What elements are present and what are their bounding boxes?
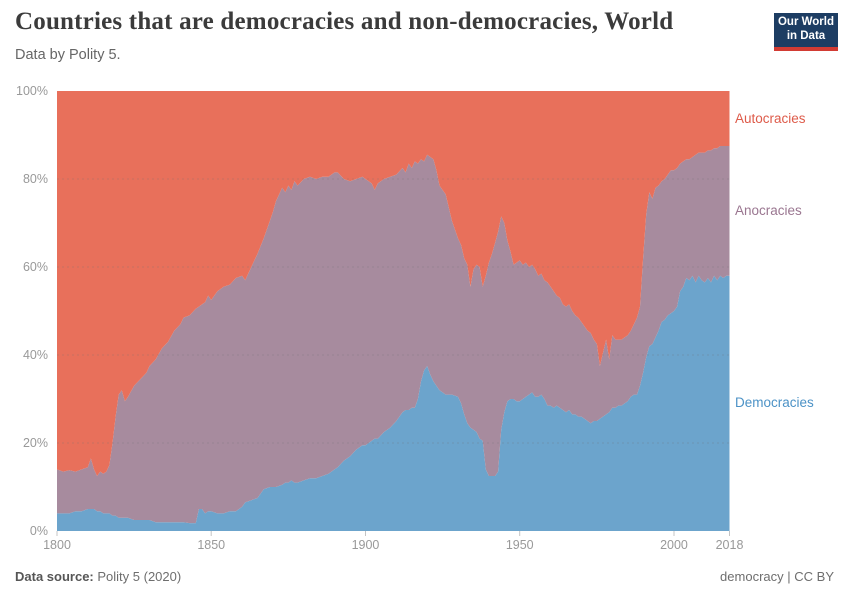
x-axis-label: 1800: [43, 538, 71, 552]
chart-subtitle: Data by Polity 5.: [15, 47, 121, 63]
owid-logo[interactable]: Our World in Data: [774, 13, 838, 51]
y-axis-label: 60%: [22, 260, 48, 274]
owid-logo-line2: in Data: [786, 30, 826, 42]
area-autocracies[interactable]: [57, 91, 730, 476]
x-axis-label: 2018: [715, 538, 744, 552]
legend-label-autocracies[interactable]: Autocracies: [735, 110, 806, 126]
separator: |: [787, 569, 791, 584]
y-axis-label: 0%: [29, 524, 48, 538]
y-axis-label: 80%: [22, 172, 48, 186]
x-axis-label: 2000: [660, 538, 688, 552]
data-source-value: Polity 5 (2020): [97, 569, 182, 584]
x-axis-label: 1850: [197, 538, 226, 552]
page-title: Countries that are democracies and non-d…: [15, 8, 674, 35]
chart-slug-link[interactable]: democracy: [720, 569, 784, 584]
area-democracies[interactable]: [57, 275, 730, 531]
license-note: democracy | CC BY: [720, 569, 834, 584]
x-axis-label: 1950: [505, 538, 534, 552]
data-source-note: Data source: Polity 5 (2020): [15, 569, 181, 584]
owid-logo-line1: Our World: [777, 16, 834, 29]
y-axis-label: 20%: [22, 436, 48, 450]
license-link[interactable]: CC BY: [794, 569, 834, 584]
y-axis-label: 40%: [22, 348, 48, 362]
area-anocracies[interactable]: [57, 146, 730, 524]
y-axis-label: 100%: [16, 84, 48, 98]
x-axis-label: 1900: [351, 538, 380, 552]
legend-label-anocracies[interactable]: Anocracies: [735, 202, 802, 218]
data-source-label: Data source:: [15, 569, 94, 584]
legend-label-democracies[interactable]: Democracies: [735, 395, 814, 411]
